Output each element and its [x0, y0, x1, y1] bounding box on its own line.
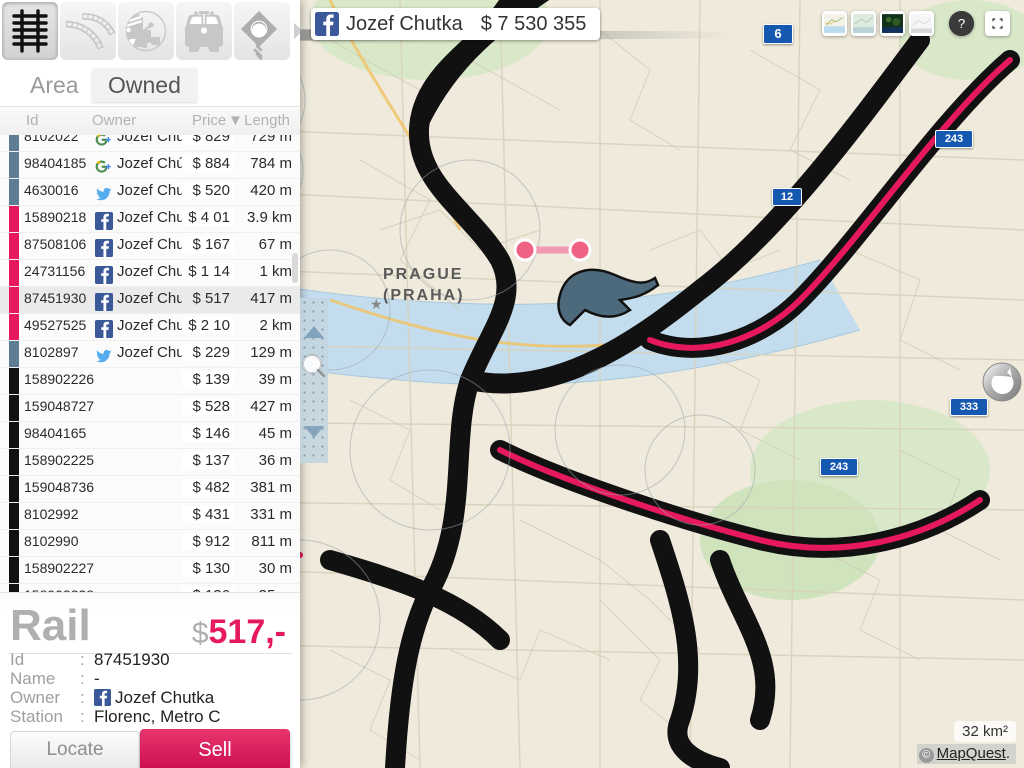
svg-text:PRAGUE: PRAGUE: [383, 266, 463, 283]
svg-text:★: ★: [370, 296, 383, 312]
svg-text:(PRAHA): (PRAHA): [383, 287, 465, 304]
svg-text:?: ?: [958, 16, 965, 31]
